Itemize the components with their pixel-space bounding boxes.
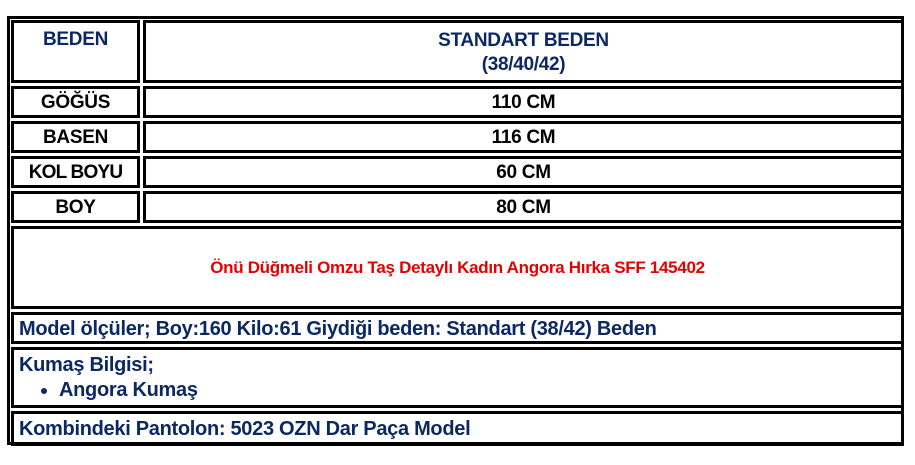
combination-cell: Kombindeki Pantolon: 5023 OZN Dar Paça M… bbox=[11, 411, 904, 446]
row-label: GÖĞÜS bbox=[40, 92, 111, 113]
model-info: Model ölçüler; Boy:160 Kilo:61 Giydiği b… bbox=[19, 318, 657, 340]
row-label: BOY bbox=[55, 197, 96, 218]
header-label-cell: BEDEN bbox=[11, 20, 140, 83]
fabric-list: Angora Kumaş bbox=[19, 378, 901, 403]
row-value: 60 CM bbox=[496, 162, 551, 183]
header-label: BEDEN bbox=[42, 29, 108, 50]
row-label-cell: BOY bbox=[11, 191, 140, 223]
fabric-item: Angora Kumaş bbox=[59, 378, 901, 403]
header-value-line2: (38/40/42) bbox=[481, 54, 566, 75]
product-title-cell: Önü Düğmeli Omzu Taş Detaylı Kadın Angor… bbox=[11, 226, 904, 309]
model-info-cell: Model ölçüler; Boy:160 Kilo:61 Giydiği b… bbox=[11, 312, 904, 344]
header-value-line1: STANDART BEDEN bbox=[438, 30, 609, 51]
row-value: 110 CM bbox=[491, 92, 556, 113]
header-value-cell: STANDART BEDEN (38/40/42) bbox=[143, 20, 904, 83]
row-value-cell: 60 CM bbox=[143, 156, 904, 188]
row-label-cell: KOL BOYU bbox=[11, 156, 140, 188]
row-label-cell: GÖĞÜS bbox=[11, 86, 140, 118]
row-value: 80 CM bbox=[496, 197, 551, 218]
row-value-cell: 80 CM bbox=[143, 191, 904, 223]
row-value-cell: 110 CM bbox=[143, 86, 904, 118]
product-title: Önü Düğmeli Omzu Taş Detaylı Kadın Angor… bbox=[210, 258, 705, 277]
row-value: 116 CM bbox=[491, 127, 556, 148]
row-label: KOL BOYU bbox=[28, 162, 123, 183]
fabric-cell: Kumaş Bilgisi; Angora Kumaş bbox=[11, 347, 904, 408]
row-value-cell: 116 CM bbox=[143, 121, 904, 153]
fabric-title: Kumaş Bilgisi; bbox=[19, 354, 154, 376]
row-label-cell: BASEN bbox=[11, 121, 140, 153]
row-label: BASEN bbox=[42, 127, 108, 148]
combination-info: Kombindeki Pantolon: 5023 OZN Dar Paça M… bbox=[19, 418, 471, 440]
